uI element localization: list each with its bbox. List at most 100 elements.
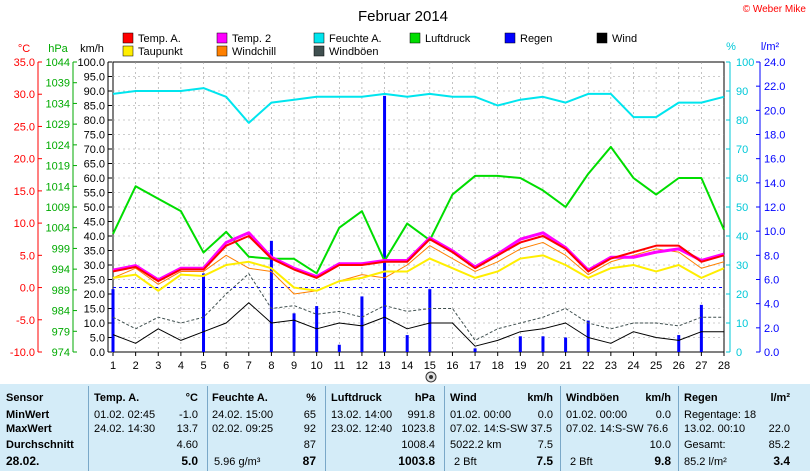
rain-tick-label: 6.0 — [764, 275, 779, 287]
temp-unit: °C — [185, 392, 198, 404]
row-label-max: MaxWert — [6, 423, 52, 435]
hpa-tick-label: 1039 — [46, 78, 70, 90]
scroll-marker[interactable] — [425, 371, 437, 383]
legend-swatch — [596, 32, 608, 44]
legend-label: Feuchte A. — [329, 33, 382, 45]
x-tick-label: 24 — [627, 360, 639, 372]
hpa-tick-label: 1014 — [46, 181, 70, 193]
rain-tick-label: 14.0 — [764, 178, 785, 190]
windboeen-min-time: 01.02. 00:00 — [566, 409, 628, 421]
legend-label: Taupunkt — [138, 46, 183, 58]
hpa-tick-label: 994 — [52, 264, 70, 276]
x-tick-label: 7 — [246, 360, 252, 372]
hpa-tick-label: 1024 — [46, 140, 70, 152]
percent-tick-label: 40 — [736, 231, 748, 243]
wind-unit: km/h — [527, 392, 553, 404]
x-tick-label: 20 — [537, 360, 549, 372]
kmh-tick-label: 5.0 — [90, 333, 105, 345]
x-tick-label: 15 — [424, 360, 436, 372]
series-line-temp-a- — [112, 235, 725, 283]
rain-tick-label: 18.0 — [764, 130, 785, 142]
regen-gesamt-label: Gesamt: — [684, 439, 726, 451]
x-tick-label: 11 — [334, 360, 345, 372]
x-tick-label: 27 — [695, 360, 707, 372]
rain-bar — [269, 240, 273, 352]
series-line-windb-en — [112, 273, 724, 341]
wind-bft: 2 Bft — [454, 456, 477, 468]
legend-swatch — [313, 32, 325, 44]
temp-current: 5.0 — [181, 454, 198, 468]
hpa-tick-label: 1019 — [46, 161, 70, 173]
legend-label: Regen — [520, 33, 552, 45]
legend-label: Temp. A. — [138, 33, 181, 45]
x-tick-label: 5 — [200, 360, 206, 372]
legend-label: Windchill — [232, 46, 276, 58]
rain-bar — [111, 289, 115, 352]
axis-unit-labels: °C hPa km/h % l/m² — [18, 41, 780, 55]
rain-tick-label: 16.0 — [764, 154, 785, 166]
celsius-tick-label: -5.0 — [16, 315, 35, 327]
kmh-tick-label: 30.0 — [84, 260, 105, 272]
luftdruck-max-val: 1023.8 — [401, 423, 435, 435]
rain-bar — [586, 320, 590, 352]
series-line-feuchte-a- — [112, 87, 725, 124]
feuchte-header: Feuchte A. — [212, 392, 268, 404]
legend-swatch — [216, 32, 228, 44]
temp-max-val: 13.7 — [176, 423, 198, 435]
wind-min-time: 01.02. 00:00 — [450, 409, 512, 421]
rain-bar — [564, 337, 568, 352]
celsius-tick-label: 5.0 — [20, 250, 35, 262]
windboeen-current: 9.8 — [654, 454, 671, 468]
legend-swatch — [313, 45, 325, 57]
percent-tick-label: 30 — [736, 260, 748, 272]
feuchte-min-time: 24.02. 15:00 — [212, 409, 274, 421]
rain-tick-label: 24.0 — [764, 57, 785, 69]
kmh-tick-label: 100.0 — [77, 57, 105, 69]
weather-chart: Februar 2014 © Weber Mike Temp. A. Temp. … — [10, 4, 806, 383]
celsius-tick-label: 0.0 — [20, 283, 35, 295]
rain-bar — [677, 335, 681, 352]
windboeen-avg: 10.0 — [649, 439, 671, 451]
regen-current: 3.4 — [773, 454, 790, 468]
rain-bar — [337, 344, 341, 352]
rain-tick-label: 12.0 — [764, 202, 785, 214]
percent-tick-label: 10 — [736, 318, 748, 330]
current-date: 28.02. — [6, 454, 40, 468]
feuchte-current: 87 — [302, 454, 316, 468]
feuchte-max-val: 92 — [303, 423, 316, 435]
x-tick-label: 22 — [582, 360, 594, 372]
rain-tick-label: 10.0 — [764, 226, 785, 238]
chart-grid: 1 2 3 4 5 6 7 8 9 10 11 12 13 14 15 16 17 18 19 20 21 22 23 24 2… — [110, 61, 730, 372]
regen-gesamt-val: 85.2 — [768, 439, 790, 451]
feuchte-max-time: 02.02. 09:25 — [212, 423, 274, 435]
luftdruck-min-val: 991.8 — [407, 409, 435, 421]
percent-tick-label: 90 — [736, 86, 748, 98]
hpa-tick-label: 974 — [52, 347, 70, 359]
temp-header: Temp. A. — [94, 392, 140, 404]
summary-divider — [444, 386, 445, 471]
legend-label: Luftdruck — [425, 33, 471, 45]
hpa-tick-label: 1044 — [46, 57, 70, 69]
summary-divider — [560, 386, 561, 471]
summary-divider — [88, 386, 89, 471]
celsius-tick-label: 10.0 — [14, 218, 35, 230]
x-tick-label: 2 — [133, 360, 139, 372]
sensor-header: Sensor — [6, 392, 44, 404]
hpa-tick-label: 984 — [52, 306, 70, 318]
wind-current: 7.5 — [536, 454, 553, 468]
percent-tick-label: 0 — [736, 347, 742, 359]
temp-max-time: 24.02. 14:30 — [94, 423, 156, 435]
celsius-tick-label: 15.0 — [14, 186, 35, 198]
legend-swatch — [216, 45, 228, 57]
luftdruck-unit: hPa — [414, 392, 435, 404]
luftdruck-avg: 1008.4 — [401, 439, 435, 451]
windboeen-max-time: 07.02. 14:S-SW 76.6 — [566, 423, 669, 435]
luftdruck-min-time: 13.02. 14:00 — [331, 409, 393, 421]
kmh-tick-label: 10.0 — [84, 318, 105, 330]
kmh-tick-label: 20.0 — [84, 289, 105, 301]
rain-bar — [473, 348, 477, 352]
summary-divider — [207, 386, 208, 471]
regen-unit: l/m² — [770, 392, 790, 404]
hpa-tick-label: 999 — [52, 243, 70, 255]
percent-unit: % — [726, 41, 736, 53]
